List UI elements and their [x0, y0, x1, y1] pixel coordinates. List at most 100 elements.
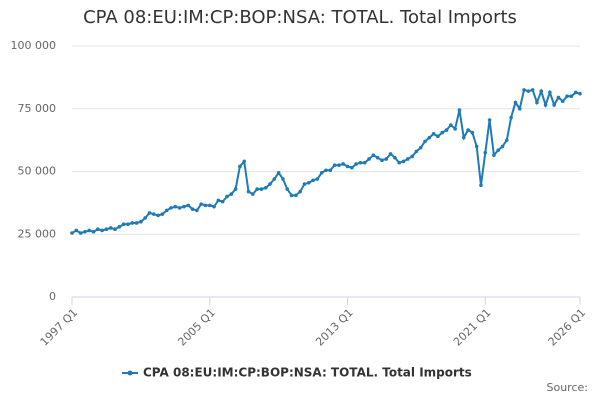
data-point: [272, 177, 277, 181]
data-point: [212, 204, 216, 209]
data-point: [337, 163, 341, 168]
data-point: [423, 139, 427, 144]
data-point: [341, 162, 346, 166]
data-point: [384, 157, 389, 161]
data-point: [354, 162, 358, 166]
data-point: [479, 183, 483, 188]
data-point: [259, 187, 264, 191]
data-point: [177, 206, 182, 210]
data-point: [427, 135, 432, 140]
data-point: [319, 170, 324, 175]
data-point: [388, 152, 393, 156]
data-point: [530, 88, 535, 92]
data-point: [190, 207, 195, 211]
x-tick-label: 2026 Q1: [546, 306, 589, 349]
data-point: [70, 231, 74, 235]
x-tick-label: 1997 Q1: [38, 306, 81, 349]
data-point: [466, 128, 470, 132]
data-point: [578, 91, 582, 96]
data-point: [203, 203, 208, 208]
data-point: [143, 216, 147, 220]
data-point: [552, 103, 556, 107]
data-point: [225, 194, 229, 199]
data-point: [113, 227, 117, 232]
data-point: [229, 192, 234, 196]
data-point: [449, 123, 453, 127]
data-point: [483, 150, 488, 155]
y-tick-label: 50 000: [18, 165, 57, 178]
data-point: [246, 189, 251, 194]
chart-title: CPA 08:EU:IM:CP:BOP:NSA: TOTAL. Total Im…: [83, 7, 517, 28]
data-point: [362, 160, 367, 165]
data-point: [573, 90, 578, 95]
data-point: [350, 165, 354, 170]
data-point: [169, 206, 173, 210]
data-point: [505, 138, 509, 142]
data-point: [182, 204, 186, 209]
legend-marker: [127, 370, 133, 376]
data-point: [431, 132, 436, 136]
data-point: [96, 227, 100, 232]
data-point: [289, 193, 294, 198]
x-tick-label: 2005 Q1: [175, 306, 218, 349]
data-point: [474, 144, 479, 149]
data-point: [414, 149, 419, 154]
y-tick-label: 100 000: [11, 39, 57, 52]
y-tick-label: 0: [49, 290, 56, 303]
data-point: [87, 228, 92, 233]
data-point: [108, 226, 113, 230]
data-point: [526, 89, 531, 93]
series-line: [71, 88, 581, 235]
data-point: [242, 159, 247, 164]
data-point: [535, 100, 539, 105]
data-point: [457, 108, 462, 112]
data-point: [487, 118, 492, 122]
data-point: [195, 208, 199, 213]
legend-label: CPA 08:EU:IM:CP:BOP:NSA: TOTAL. Total Im…: [143, 366, 472, 380]
data-point: [294, 193, 298, 198]
data-point: [548, 90, 552, 95]
data-point: [543, 103, 548, 107]
data-point: [134, 221, 139, 225]
data-point: [251, 192, 255, 196]
data-point: [91, 229, 96, 234]
data-point: [139, 219, 143, 224]
data-point: [263, 186, 268, 190]
data-point: [306, 180, 311, 185]
data-point: [375, 155, 380, 160]
data-point: [216, 198, 221, 203]
data-point: [160, 212, 165, 216]
data-point: [117, 224, 122, 229]
y-tick-label: 25 000: [18, 227, 57, 240]
data-point: [130, 221, 135, 225]
data-point: [121, 222, 126, 227]
data-point: [78, 231, 83, 235]
data-point: [104, 227, 109, 232]
data-point: [126, 222, 130, 227]
data-point: [440, 130, 445, 135]
data-point: [444, 128, 449, 132]
data-point: [405, 157, 410, 161]
data-point: [358, 160, 363, 165]
data-point: [100, 228, 104, 233]
data-point: [281, 177, 285, 181]
data-point: [74, 228, 79, 233]
data-point: [302, 182, 307, 186]
data-point: [328, 168, 333, 173]
data-point: [199, 202, 203, 206]
y-tick-label: 75 000: [18, 102, 57, 115]
data-point: [285, 187, 290, 191]
data-point: [207, 203, 212, 208]
data-point: [517, 106, 522, 111]
data-point: [470, 130, 475, 135]
data-point: [371, 153, 376, 157]
data-point: [453, 127, 457, 131]
data-point: [324, 168, 328, 173]
data-point: [513, 100, 518, 105]
data-point: [560, 99, 565, 104]
data-point: [496, 148, 501, 152]
data-point: [156, 213, 160, 218]
data-point: [401, 159, 406, 164]
data-point: [220, 199, 225, 204]
